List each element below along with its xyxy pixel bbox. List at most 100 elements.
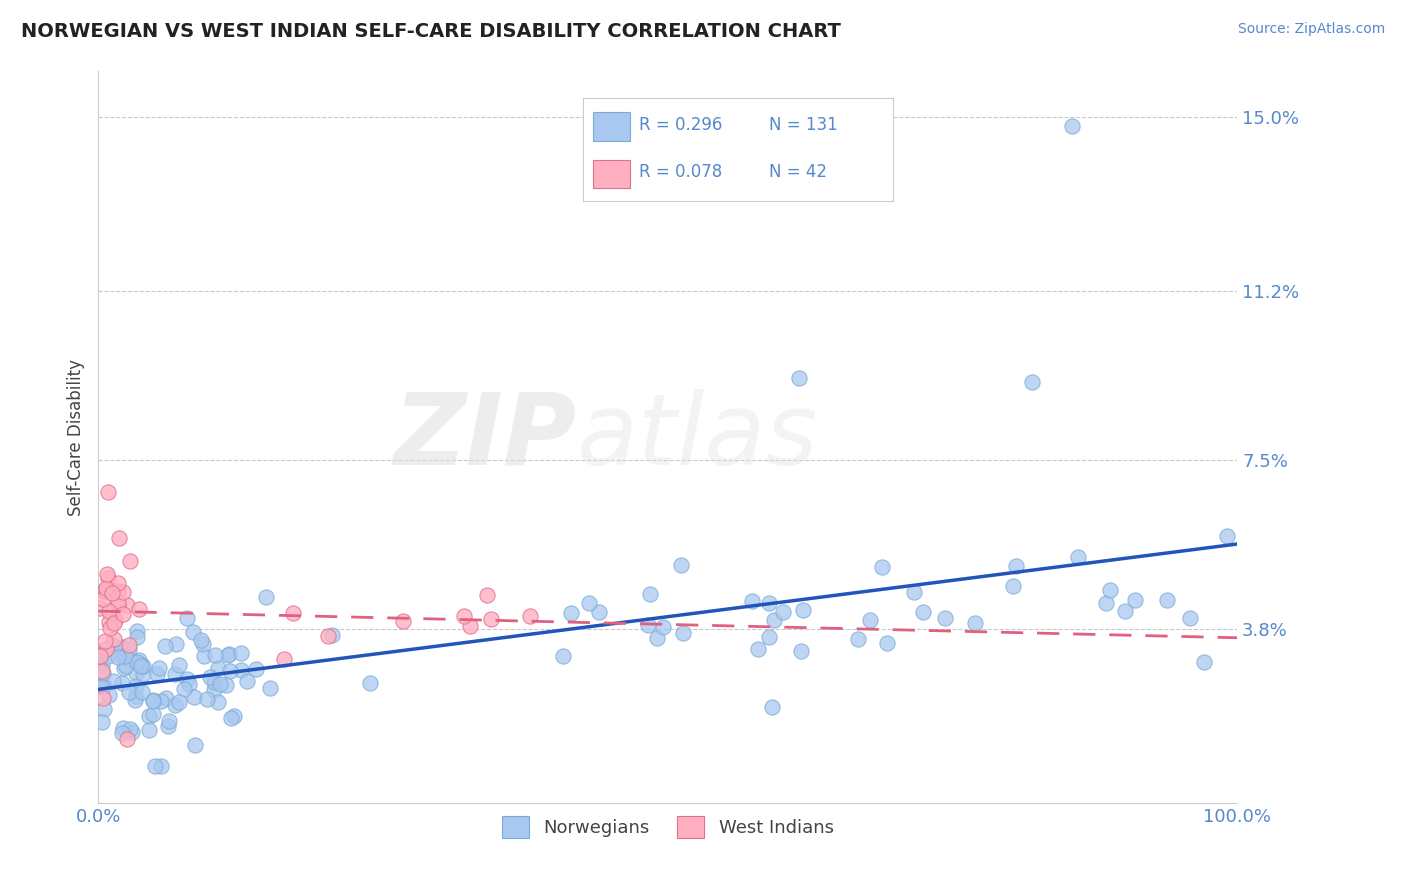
Point	[229, 663, 252, 677]
Point	[176, 672, 198, 686]
Point	[125, 630, 148, 644]
Point	[107, 594, 129, 608]
Point	[91, 666, 114, 681]
Text: R = 0.296: R = 0.296	[640, 116, 723, 134]
Point	[207, 695, 229, 709]
Point	[101, 674, 124, 689]
Text: N = 131: N = 131	[769, 116, 838, 134]
Point	[165, 637, 187, 651]
Point	[148, 661, 170, 675]
Point	[792, 603, 814, 617]
Point	[167, 657, 190, 672]
Point	[132, 667, 155, 681]
Point	[790, 644, 813, 658]
Point	[222, 709, 245, 723]
Point	[787, 370, 810, 384]
Point	[101, 638, 124, 652]
Point	[124, 693, 146, 707]
Point	[273, 651, 295, 665]
Point	[167, 695, 190, 709]
Point	[1192, 656, 1215, 670]
Point	[142, 694, 165, 708]
Point	[98, 621, 121, 635]
FancyBboxPatch shape	[593, 160, 630, 188]
Point	[118, 642, 141, 657]
Point	[1094, 596, 1116, 610]
Point	[142, 707, 165, 722]
Point	[1156, 593, 1178, 607]
Point	[90, 664, 112, 678]
Point	[245, 661, 267, 675]
Point	[1123, 592, 1146, 607]
Point	[157, 714, 180, 728]
Point	[772, 605, 794, 619]
Point	[97, 688, 120, 702]
Point	[259, 681, 281, 695]
Point	[219, 711, 242, 725]
Point	[184, 738, 207, 752]
Point	[125, 665, 148, 680]
Point	[217, 648, 239, 663]
Point	[125, 689, 148, 703]
Point	[131, 684, 153, 698]
Text: Source: ZipAtlas.com: Source: ZipAtlas.com	[1237, 22, 1385, 37]
Point	[91, 690, 114, 705]
Point	[183, 690, 205, 704]
Point	[254, 591, 277, 605]
Point	[458, 619, 481, 633]
Point	[761, 699, 783, 714]
Point	[93, 584, 115, 599]
Point	[118, 723, 141, 737]
Point	[103, 616, 125, 631]
Point	[155, 639, 177, 653]
Point	[669, 558, 692, 572]
Point	[121, 724, 143, 739]
Point	[934, 611, 956, 625]
Point	[94, 642, 117, 657]
Point	[762, 613, 785, 627]
Text: R = 0.078: R = 0.078	[640, 163, 723, 181]
Point	[101, 585, 124, 599]
Point	[215, 677, 238, 691]
Point	[111, 649, 134, 664]
Point	[1215, 529, 1237, 543]
Point	[138, 709, 160, 723]
Point	[93, 634, 115, 648]
Point	[97, 571, 120, 585]
Point	[142, 693, 165, 707]
Point	[638, 587, 661, 601]
Point	[89, 601, 111, 615]
Point	[97, 615, 120, 629]
Point	[128, 601, 150, 615]
Point	[747, 642, 769, 657]
Point	[103, 632, 125, 646]
Point	[107, 576, 129, 591]
Point	[125, 679, 148, 693]
Point	[519, 609, 541, 624]
Point	[672, 626, 695, 640]
Point	[129, 658, 152, 673]
Point	[91, 657, 114, 672]
Point	[94, 583, 117, 598]
Point	[190, 632, 212, 647]
Point	[97, 648, 120, 663]
Point	[647, 631, 669, 645]
Point	[132, 658, 155, 673]
Point	[104, 613, 127, 627]
Point	[1178, 611, 1201, 625]
Point	[112, 661, 135, 675]
Point	[90, 679, 112, 693]
Point	[637, 618, 659, 632]
Point	[115, 658, 138, 673]
Point	[111, 640, 134, 654]
Point	[204, 648, 226, 662]
Point	[91, 680, 114, 694]
Point	[155, 691, 177, 706]
Point	[870, 560, 893, 574]
Point	[150, 694, 173, 708]
Point	[560, 607, 582, 621]
Point	[128, 657, 150, 672]
Point	[111, 726, 134, 740]
Point	[229, 646, 252, 660]
Point	[143, 759, 166, 773]
